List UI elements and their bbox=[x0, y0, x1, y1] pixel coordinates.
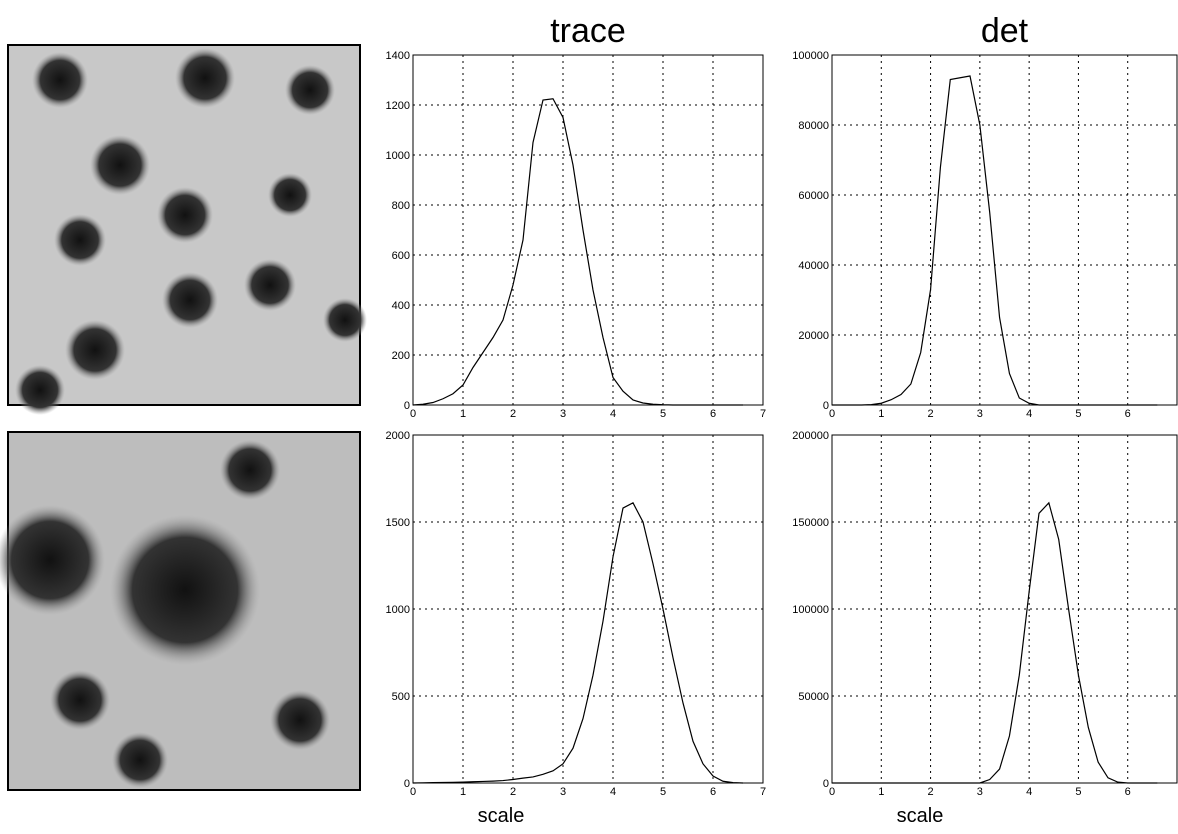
x-tick-label: 4 bbox=[610, 408, 616, 420]
y-tick-label: 60000 bbox=[798, 190, 829, 202]
image-bottom bbox=[0, 431, 361, 791]
y-tick-label: 50000 bbox=[798, 691, 829, 703]
x-tick-label: 3 bbox=[977, 786, 983, 798]
x-tick-label: 4 bbox=[610, 786, 616, 798]
y-tick-label: 1000 bbox=[386, 604, 410, 616]
y-tick-label: 200000 bbox=[792, 430, 829, 442]
x-tick-label: 5 bbox=[1075, 408, 1081, 420]
y-tick-label: 100000 bbox=[792, 604, 829, 616]
x-axis-label: scale bbox=[897, 805, 944, 827]
x-tick-label: 5 bbox=[660, 408, 666, 420]
y-tick-label: 1200 bbox=[386, 100, 410, 112]
y-tick-label: 1500 bbox=[386, 517, 410, 529]
x-tick-label: 2 bbox=[510, 408, 516, 420]
x-tick-label: 0 bbox=[829, 408, 835, 420]
x-tick-label: 2 bbox=[510, 786, 516, 798]
y-tick-label: 80000 bbox=[798, 120, 829, 132]
x-tick-label: 6 bbox=[1125, 408, 1131, 420]
line bbox=[412, 98, 743, 406]
plot-area bbox=[831, 434, 1178, 784]
y-tick-label: 1000 bbox=[386, 150, 410, 162]
line bbox=[412, 502, 744, 784]
x-tick-label: 0 bbox=[410, 408, 416, 420]
y-tick-label: 500 bbox=[392, 691, 410, 703]
x-tick-label: 3 bbox=[977, 408, 983, 420]
y-tick-label: 40000 bbox=[798, 260, 829, 272]
y-tick-label: 20000 bbox=[798, 330, 829, 342]
x-tick-label: 6 bbox=[1125, 786, 1131, 798]
x-tick-label: 6 bbox=[710, 786, 716, 798]
chart-title: det bbox=[981, 12, 1029, 50]
y-tick-label: 0 bbox=[823, 400, 829, 412]
x-tick-label: 1 bbox=[460, 408, 466, 420]
x-axis-label: scale bbox=[478, 805, 525, 827]
x-tick-label: 4 bbox=[1026, 786, 1032, 798]
line bbox=[832, 75, 1158, 406]
x-tick-label: 6 bbox=[710, 408, 716, 420]
y-tick-label: 2000 bbox=[386, 430, 410, 442]
plot-area bbox=[831, 54, 1178, 406]
y-tick-label: 0 bbox=[404, 778, 410, 790]
x-tick-label: 0 bbox=[410, 786, 416, 798]
y-tick-label: 200 bbox=[392, 350, 410, 362]
x-tick-label: 4 bbox=[1026, 408, 1032, 420]
x-tick-label: 1 bbox=[460, 786, 466, 798]
y-tick-label: 100000 bbox=[792, 50, 829, 62]
y-tick-label: 0 bbox=[404, 400, 410, 412]
x-tick-label: 2 bbox=[928, 408, 934, 420]
y-tick-label: 150000 bbox=[792, 517, 829, 529]
x-tick-label: 3 bbox=[560, 786, 566, 798]
x-tick-label: 5 bbox=[1075, 786, 1081, 798]
y-tick-label: 0 bbox=[823, 778, 829, 790]
line bbox=[832, 501, 1158, 784]
plot-area bbox=[412, 54, 764, 406]
y-tick-label: 400 bbox=[392, 300, 410, 312]
x-tick-label: 7 bbox=[760, 408, 766, 420]
y-tick-label: 800 bbox=[392, 200, 410, 212]
x-tick-label: 1 bbox=[878, 786, 884, 798]
x-tick-label: 7 bbox=[760, 786, 766, 798]
y-tick-label: 600 bbox=[392, 250, 410, 262]
x-tick-label: 2 bbox=[928, 786, 934, 798]
chart-title: trace bbox=[550, 12, 626, 50]
x-tick-label: 3 bbox=[560, 408, 566, 420]
x-tick-label: 5 bbox=[660, 786, 666, 798]
image-top bbox=[7, 44, 367, 415]
x-tick-label: 1 bbox=[878, 408, 884, 420]
y-tick-label: 1400 bbox=[386, 50, 410, 62]
x-tick-label: 0 bbox=[829, 786, 835, 798]
